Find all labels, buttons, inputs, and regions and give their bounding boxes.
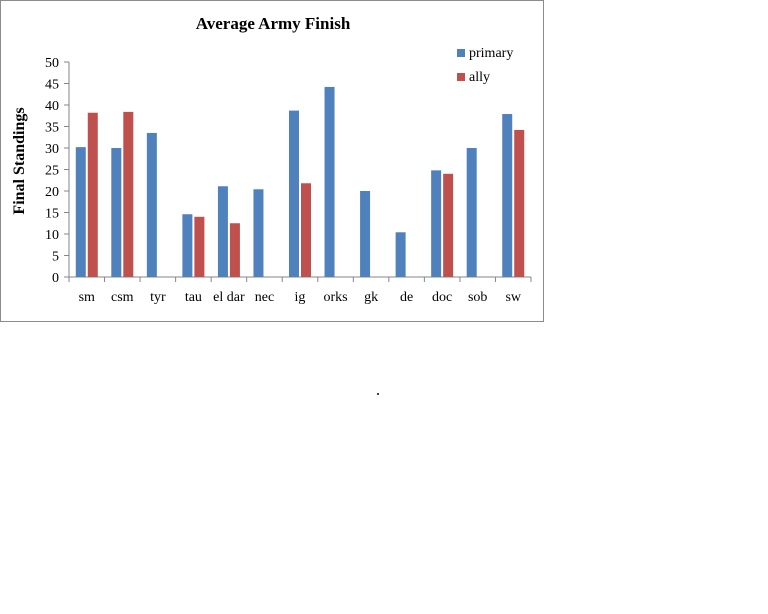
y-axis-label: Final Standings <box>11 107 28 214</box>
y-tick-label: 30 <box>45 142 59 157</box>
legend-swatch-primary <box>457 49 465 57</box>
x-tick-label: tau <box>185 290 202 305</box>
y-tick-label: 15 <box>45 207 59 222</box>
y-tick-label: 45 <box>45 78 59 93</box>
x-tick-label: nec <box>255 290 274 305</box>
legend: primary ally <box>457 46 513 85</box>
x-tick-label: sw <box>505 290 521 305</box>
x-tick-label: doc <box>432 290 452 305</box>
bar-primary-tyr <box>146 132 157 277</box>
bar-ally-sw <box>514 129 525 277</box>
x-tick-label: de <box>400 290 413 305</box>
x-tick-label: sm <box>79 290 95 305</box>
bar-primary-eldar <box>217 186 228 277</box>
y-tick-label: 50 <box>45 56 59 71</box>
axes <box>64 61 532 282</box>
x-tick-label: tyr <box>150 290 166 305</box>
y-tick-label: 20 <box>45 185 59 200</box>
y-tick-label: 0 <box>52 271 59 286</box>
y-tick-label: 10 <box>45 228 59 243</box>
y-tick-labels: 0 5 10 15 20 25 30 35 40 45 50 <box>45 56 59 286</box>
bars <box>75 86 525 278</box>
y-tick-label: 5 <box>52 250 59 265</box>
bar-primary-ig <box>289 110 299 277</box>
x-tick-label: ig <box>295 290 306 305</box>
bar-ally-sm <box>87 112 98 278</box>
x-tick-label: gk <box>364 290 378 305</box>
bar-ally-tau <box>194 216 205 277</box>
bar-primary-de <box>395 232 406 277</box>
bar-ally-csm <box>123 111 134 277</box>
bar-primary-orks <box>324 86 335 277</box>
y-tick-label: 40 <box>45 99 59 114</box>
bar-ally-eldar <box>229 223 240 277</box>
legend-label-primary: primary <box>469 46 513 61</box>
bar-chart: Average Army Finish Final Standings 0 5 10… <box>11 14 532 305</box>
bar-primary-tau <box>182 214 193 277</box>
bar-ally-ig <box>301 183 311 277</box>
chart-title: Average Army Finish <box>196 14 351 33</box>
x-tick-label: sob <box>468 290 487 305</box>
bar-primary-gk <box>360 191 371 277</box>
x-tick-label: csm <box>111 290 134 305</box>
y-tick-label: 25 <box>45 164 59 179</box>
legend-label-ally: ally <box>469 70 490 85</box>
bar-primary-csm <box>111 148 122 277</box>
bar-ally-doc <box>443 173 454 277</box>
bar-primary-nec <box>253 189 264 277</box>
x-tick-labels: sm csm tyr tau el dar nec ig orks gk de doc sob sw <box>79 290 522 305</box>
x-tick-label: el dar <box>213 290 245 305</box>
legend-swatch-ally <box>457 73 465 81</box>
chart-frame: Average Army Finish Final Standings 0 5 10… <box>0 0 544 322</box>
bar-primary-sob <box>466 148 477 277</box>
stray-dot <box>377 393 379 395</box>
x-tick-label: orks <box>323 290 347 305</box>
bar-primary-sw <box>502 114 513 277</box>
y-tick-label: 35 <box>45 121 59 136</box>
bar-primary-doc <box>431 170 442 277</box>
bar-primary-sm <box>75 147 86 277</box>
